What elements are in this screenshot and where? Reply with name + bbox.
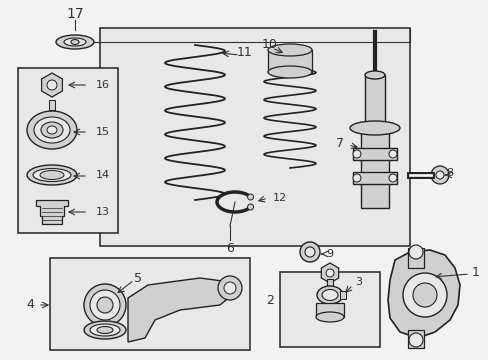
Text: 10: 10 (262, 37, 277, 50)
Circle shape (299, 242, 319, 262)
Ellipse shape (71, 40, 79, 45)
Text: 15: 15 (96, 127, 110, 137)
Ellipse shape (315, 312, 343, 322)
Bar (360, 133, 388, 208)
Circle shape (402, 273, 446, 317)
Text: 6: 6 (225, 242, 233, 255)
Text: 14: 14 (96, 170, 110, 180)
Ellipse shape (321, 289, 337, 301)
Bar (326, 279, 332, 291)
Ellipse shape (56, 35, 94, 49)
Bar (18, 68, 118, 233)
Bar (315, 303, 343, 317)
Polygon shape (321, 263, 338, 283)
Circle shape (412, 283, 436, 307)
Circle shape (325, 269, 333, 277)
Ellipse shape (84, 321, 126, 339)
Text: 13: 13 (96, 207, 110, 217)
Text: 7: 7 (335, 136, 343, 149)
Bar (352, 172, 396, 184)
Bar (364, 75, 384, 130)
Ellipse shape (47, 126, 57, 134)
Text: 9: 9 (325, 249, 332, 259)
Circle shape (430, 166, 448, 184)
Circle shape (408, 245, 422, 259)
Polygon shape (387, 250, 459, 338)
Circle shape (352, 174, 360, 182)
Text: 17: 17 (66, 7, 83, 21)
Text: 5: 5 (134, 271, 142, 284)
Text: 12: 12 (272, 193, 286, 203)
Ellipse shape (267, 44, 311, 56)
Circle shape (388, 150, 396, 158)
Circle shape (247, 194, 253, 200)
Ellipse shape (40, 171, 64, 180)
Circle shape (435, 171, 443, 179)
Circle shape (247, 204, 253, 210)
Bar (407, 330, 423, 348)
Ellipse shape (41, 122, 63, 138)
Text: 16: 16 (96, 80, 110, 90)
Ellipse shape (349, 121, 399, 135)
Bar (407, 248, 423, 268)
Bar (100, 28, 409, 246)
Text: 4: 4 (26, 298, 34, 311)
Ellipse shape (84, 284, 126, 326)
Ellipse shape (97, 327, 113, 333)
Ellipse shape (97, 297, 113, 313)
Ellipse shape (27, 111, 77, 149)
Bar (352, 148, 396, 160)
Circle shape (352, 150, 360, 158)
Bar (280, 272, 379, 347)
Bar (339, 291, 346, 299)
Polygon shape (41, 73, 62, 97)
Ellipse shape (316, 286, 342, 304)
Bar (267, 50, 311, 72)
Text: 8: 8 (446, 168, 453, 178)
Circle shape (218, 276, 242, 300)
Circle shape (408, 333, 422, 347)
Text: 1: 1 (471, 266, 479, 279)
Ellipse shape (27, 165, 77, 185)
Circle shape (224, 282, 236, 294)
Circle shape (47, 80, 57, 90)
Ellipse shape (64, 38, 86, 46)
Text: 2: 2 (265, 293, 273, 306)
Ellipse shape (34, 117, 70, 143)
Ellipse shape (33, 168, 71, 181)
Circle shape (305, 247, 314, 257)
Text: 11: 11 (237, 45, 252, 59)
Polygon shape (128, 278, 231, 342)
Ellipse shape (364, 71, 384, 79)
Bar (50, 258, 249, 350)
Ellipse shape (90, 324, 120, 336)
Text: 3: 3 (354, 277, 361, 287)
Bar (49, 100, 55, 110)
Circle shape (388, 174, 396, 182)
Polygon shape (36, 200, 68, 224)
Ellipse shape (90, 290, 120, 320)
Ellipse shape (267, 66, 311, 78)
